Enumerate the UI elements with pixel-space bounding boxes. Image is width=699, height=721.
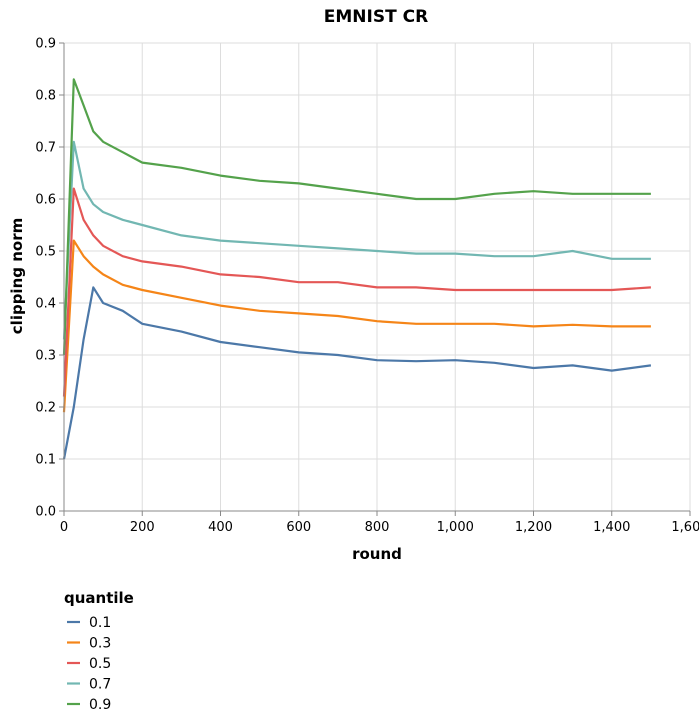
legend-label: 0.3 xyxy=(89,636,111,652)
x-tick-label: 1,200 xyxy=(515,520,552,535)
y-tick-label: 0.5 xyxy=(35,245,56,260)
legend-label: 0.7 xyxy=(89,677,111,693)
y-tick-label: 0.0 xyxy=(35,505,56,520)
series-line-0-1 xyxy=(62,286,652,460)
y-tick-label: 0.3 xyxy=(35,349,56,364)
series-lines xyxy=(62,78,652,460)
x-tick-label: 600 xyxy=(286,520,311,535)
legend: 0.1 0.3 0.5 0.7 0.9 xyxy=(67,615,111,713)
x-tick-label: 1,000 xyxy=(437,520,474,535)
y-tick-label: 0.7 xyxy=(35,141,56,156)
y-tick-label: 0.6 xyxy=(35,193,56,208)
x-tick-label: 0 xyxy=(60,520,68,535)
series-line-0-5 xyxy=(62,187,651,397)
y-tick-label: 0.4 xyxy=(35,297,56,312)
y-tick-label: 0.2 xyxy=(35,401,56,416)
x-tick-label: 400 xyxy=(208,520,233,535)
x-axis-title: round xyxy=(352,545,402,563)
x-tick-label: 1,600 xyxy=(671,520,699,535)
series-line-0-9 xyxy=(62,78,651,356)
y-axis-ticks: 0.0 0.1 0.2 0.3 0.4 0.5 0.6 0.7 0.8 0.9 xyxy=(35,37,64,520)
y-tick-label: 0.9 xyxy=(35,37,56,52)
grid xyxy=(63,42,691,512)
y-tick-label: 0.8 xyxy=(35,89,56,104)
x-tick-label: 200 xyxy=(130,520,155,535)
legend-label: 0.5 xyxy=(89,656,111,672)
legend-label: 0.9 xyxy=(89,697,111,713)
y-axis-title: clipping norm xyxy=(8,218,26,334)
x-tick-label: 800 xyxy=(365,520,390,535)
chart-title: EMNIST CR xyxy=(324,7,428,27)
series-line-0-3 xyxy=(62,239,651,413)
x-axis-ticks: 0 200 400 600 800 1,000 1,200 1,400 1,600 xyxy=(60,511,699,535)
x-tick-label: 1,400 xyxy=(593,520,630,535)
legend-label: 0.1 xyxy=(89,615,111,631)
series-line-0-7 xyxy=(62,140,651,340)
y-tick-label: 0.1 xyxy=(35,453,56,468)
legend-title: quantile xyxy=(64,589,134,607)
